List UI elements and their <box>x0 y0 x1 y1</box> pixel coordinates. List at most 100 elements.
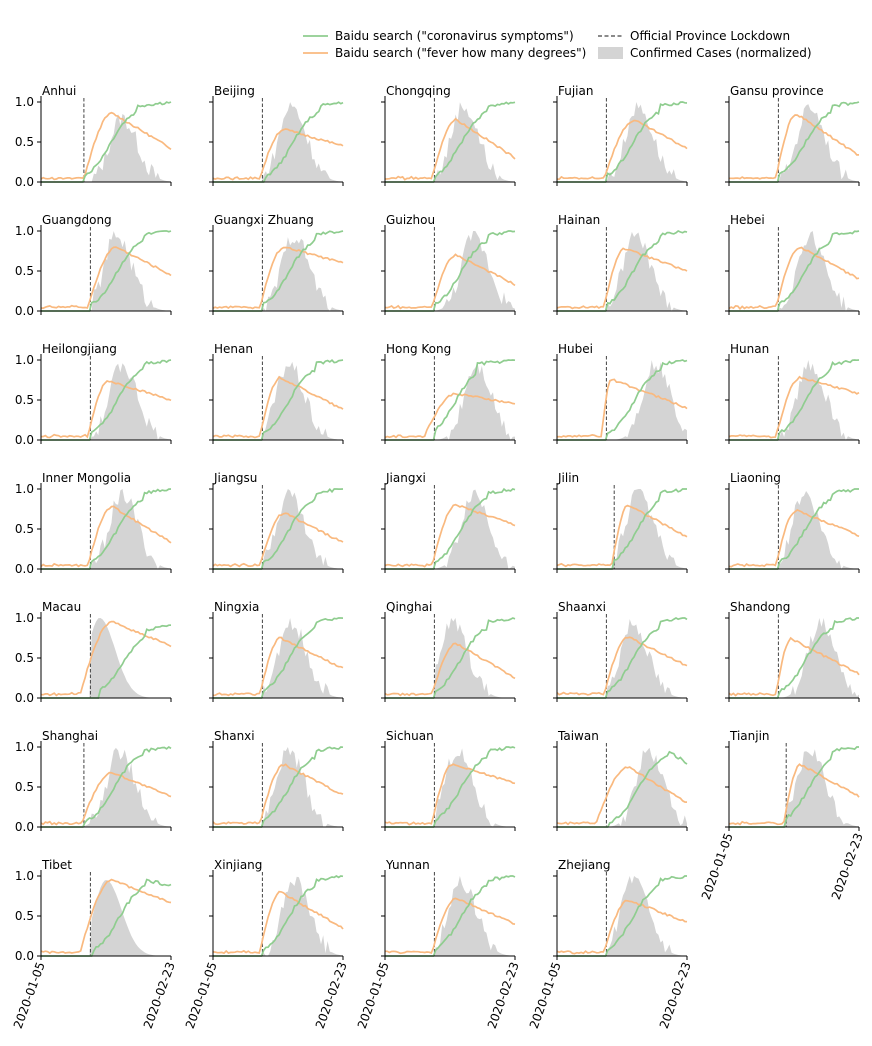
legend-swatch-cases <box>598 47 623 59</box>
panel-hainan: Hainan <box>553 213 688 315</box>
panel-hunan: Hunan <box>725 342 860 444</box>
fever-series-line <box>212 375 344 439</box>
panel-title: Hunan <box>730 342 769 356</box>
cases-area <box>729 749 859 827</box>
cases-area <box>729 360 859 440</box>
x-tick-label: 2020-01-05 <box>355 960 392 1030</box>
panel-guangxi-zhuang: Guangxi Zhuang <box>209 213 344 315</box>
fever-series-line <box>728 375 860 439</box>
panel-taiwan: Taiwan <box>553 729 688 831</box>
panel-title: Heilongjiang <box>42 342 117 356</box>
panel-title: Hong Kong <box>386 342 451 356</box>
panel-inner-mongolia: 0.0 0.5 1.0 Inner Mongolia <box>15 471 172 576</box>
cases-area <box>557 102 687 182</box>
legend-label-cases: Confirmed Cases (normalized) <box>630 46 812 60</box>
y-tick-label: 1.0 <box>15 869 34 883</box>
legend-label-lockdown: Official Province Lockdown <box>630 29 790 43</box>
y-tick-label: 0.5 <box>15 522 34 536</box>
y-tick-label: 0.0 <box>15 175 34 189</box>
panel-title: Qinghai <box>386 600 432 614</box>
legend-label-fever: Baidu search ("fever how many degrees") <box>335 46 586 60</box>
cases-area <box>41 618 171 698</box>
panel-title: Tianjin <box>729 729 770 743</box>
panel-ningxia: Ningxia <box>209 600 344 702</box>
fever-series-line <box>40 620 172 697</box>
cases-area <box>213 618 343 698</box>
cases-area <box>385 618 515 698</box>
cases-area <box>385 102 515 182</box>
x-tick-label: 2020-01-05 <box>183 960 220 1030</box>
panel-title: Shaanxi <box>558 600 606 614</box>
panel-title: Jiangxi <box>385 471 426 485</box>
cases-area <box>41 363 171 440</box>
panel-beijing: Beijing <box>209 84 344 186</box>
y-tick-label: 1.0 <box>15 95 34 109</box>
x-tick-label: 2020-01-05 <box>699 831 736 901</box>
panel-title: Inner Mongolia <box>42 471 131 485</box>
panel-jilin: Jilin <box>553 471 688 573</box>
fever-series-line <box>384 253 516 310</box>
fever-series-line <box>728 246 860 311</box>
panel-title: Guizhou <box>386 213 435 227</box>
panel-title: Anhui <box>42 84 76 98</box>
panel-title: Liaoning <box>730 471 781 485</box>
panel-tibet: 0.0 0.5 1.0 Tibet 2020-01-05 2020-02-23 <box>11 858 178 1031</box>
panel-macau: 0.0 0.5 1.0 Macau <box>15 600 172 705</box>
panel-chongqing: Chongqing <box>381 84 516 186</box>
fever-series-line <box>728 509 860 568</box>
panel-title: Shanxi <box>214 729 255 743</box>
panel-title: Zhejiang <box>558 858 610 872</box>
y-tick-label: 0.0 <box>15 562 34 576</box>
fever-series-line <box>40 771 172 826</box>
fever-series-line <box>212 128 344 181</box>
panel-title: Taiwan <box>557 729 599 743</box>
panel-guizhou: Guizhou <box>381 213 516 315</box>
y-tick-label: 0.5 <box>15 909 34 923</box>
cases-area <box>41 747 171 827</box>
y-tick-label: 0.0 <box>15 433 34 447</box>
panel-title: Macau <box>42 600 81 614</box>
panel-shanghai: 0.0 0.5 1.0 Shanghai <box>15 729 172 834</box>
fever-series-line <box>212 246 344 310</box>
cases-area <box>557 619 687 698</box>
fever-series-line <box>40 505 172 568</box>
fever-series-line <box>384 763 516 826</box>
panel-title: Tibet <box>41 858 72 872</box>
legend-label-symptoms: Baidu search ("coronavirus symptoms") <box>335 29 574 43</box>
fever-series-line <box>556 378 688 438</box>
y-tick-label: 0.0 <box>15 304 34 318</box>
panel-henan: Henan <box>209 342 344 444</box>
y-tick-label: 1.0 <box>15 482 34 496</box>
panel-hebei: Hebei <box>725 213 860 315</box>
panel-title: Henan <box>214 342 253 356</box>
panel-qinghai: Qinghai <box>381 600 516 702</box>
y-tick-label: 0.0 <box>15 820 34 834</box>
panel-title: Hainan <box>558 213 600 227</box>
cases-area <box>385 876 515 956</box>
panel-title: Guangxi Zhuang <box>214 213 314 227</box>
y-tick-label: 0.5 <box>15 393 34 407</box>
x-tick-label: 2020-01-05 <box>527 960 564 1030</box>
cases-area <box>213 102 343 182</box>
cases-area <box>385 489 515 569</box>
panel-fujian: Fujian <box>553 84 688 186</box>
panel-title: Hubei <box>558 342 593 356</box>
fever-series-line <box>384 642 516 697</box>
panel-zhejiang: Zhejiang 2020-01-05 2020-02-23 <box>527 858 694 1031</box>
panel-shaanxi: Shaanxi <box>553 600 688 702</box>
panel-heilongjiang: 0.0 0.5 1.0 Heilongjiang <box>15 342 172 447</box>
panel-title: Guangdong <box>42 213 112 227</box>
fever-series-line <box>556 119 688 181</box>
cases-area <box>385 231 515 311</box>
panel-title: Jilin <box>557 471 579 485</box>
y-tick-label: 0.5 <box>15 651 34 665</box>
y-tick-label: 1.0 <box>15 611 34 625</box>
cases-area <box>557 231 687 311</box>
panel-title: Shanghai <box>42 729 98 743</box>
legend: Baidu search ("coronavirus symptoms") Ba… <box>303 29 812 60</box>
cases-area <box>729 491 859 569</box>
fever-series-line <box>556 899 688 955</box>
fever-series-line <box>728 636 860 697</box>
x-tick-label: 2020-02-23 <box>829 831 866 901</box>
